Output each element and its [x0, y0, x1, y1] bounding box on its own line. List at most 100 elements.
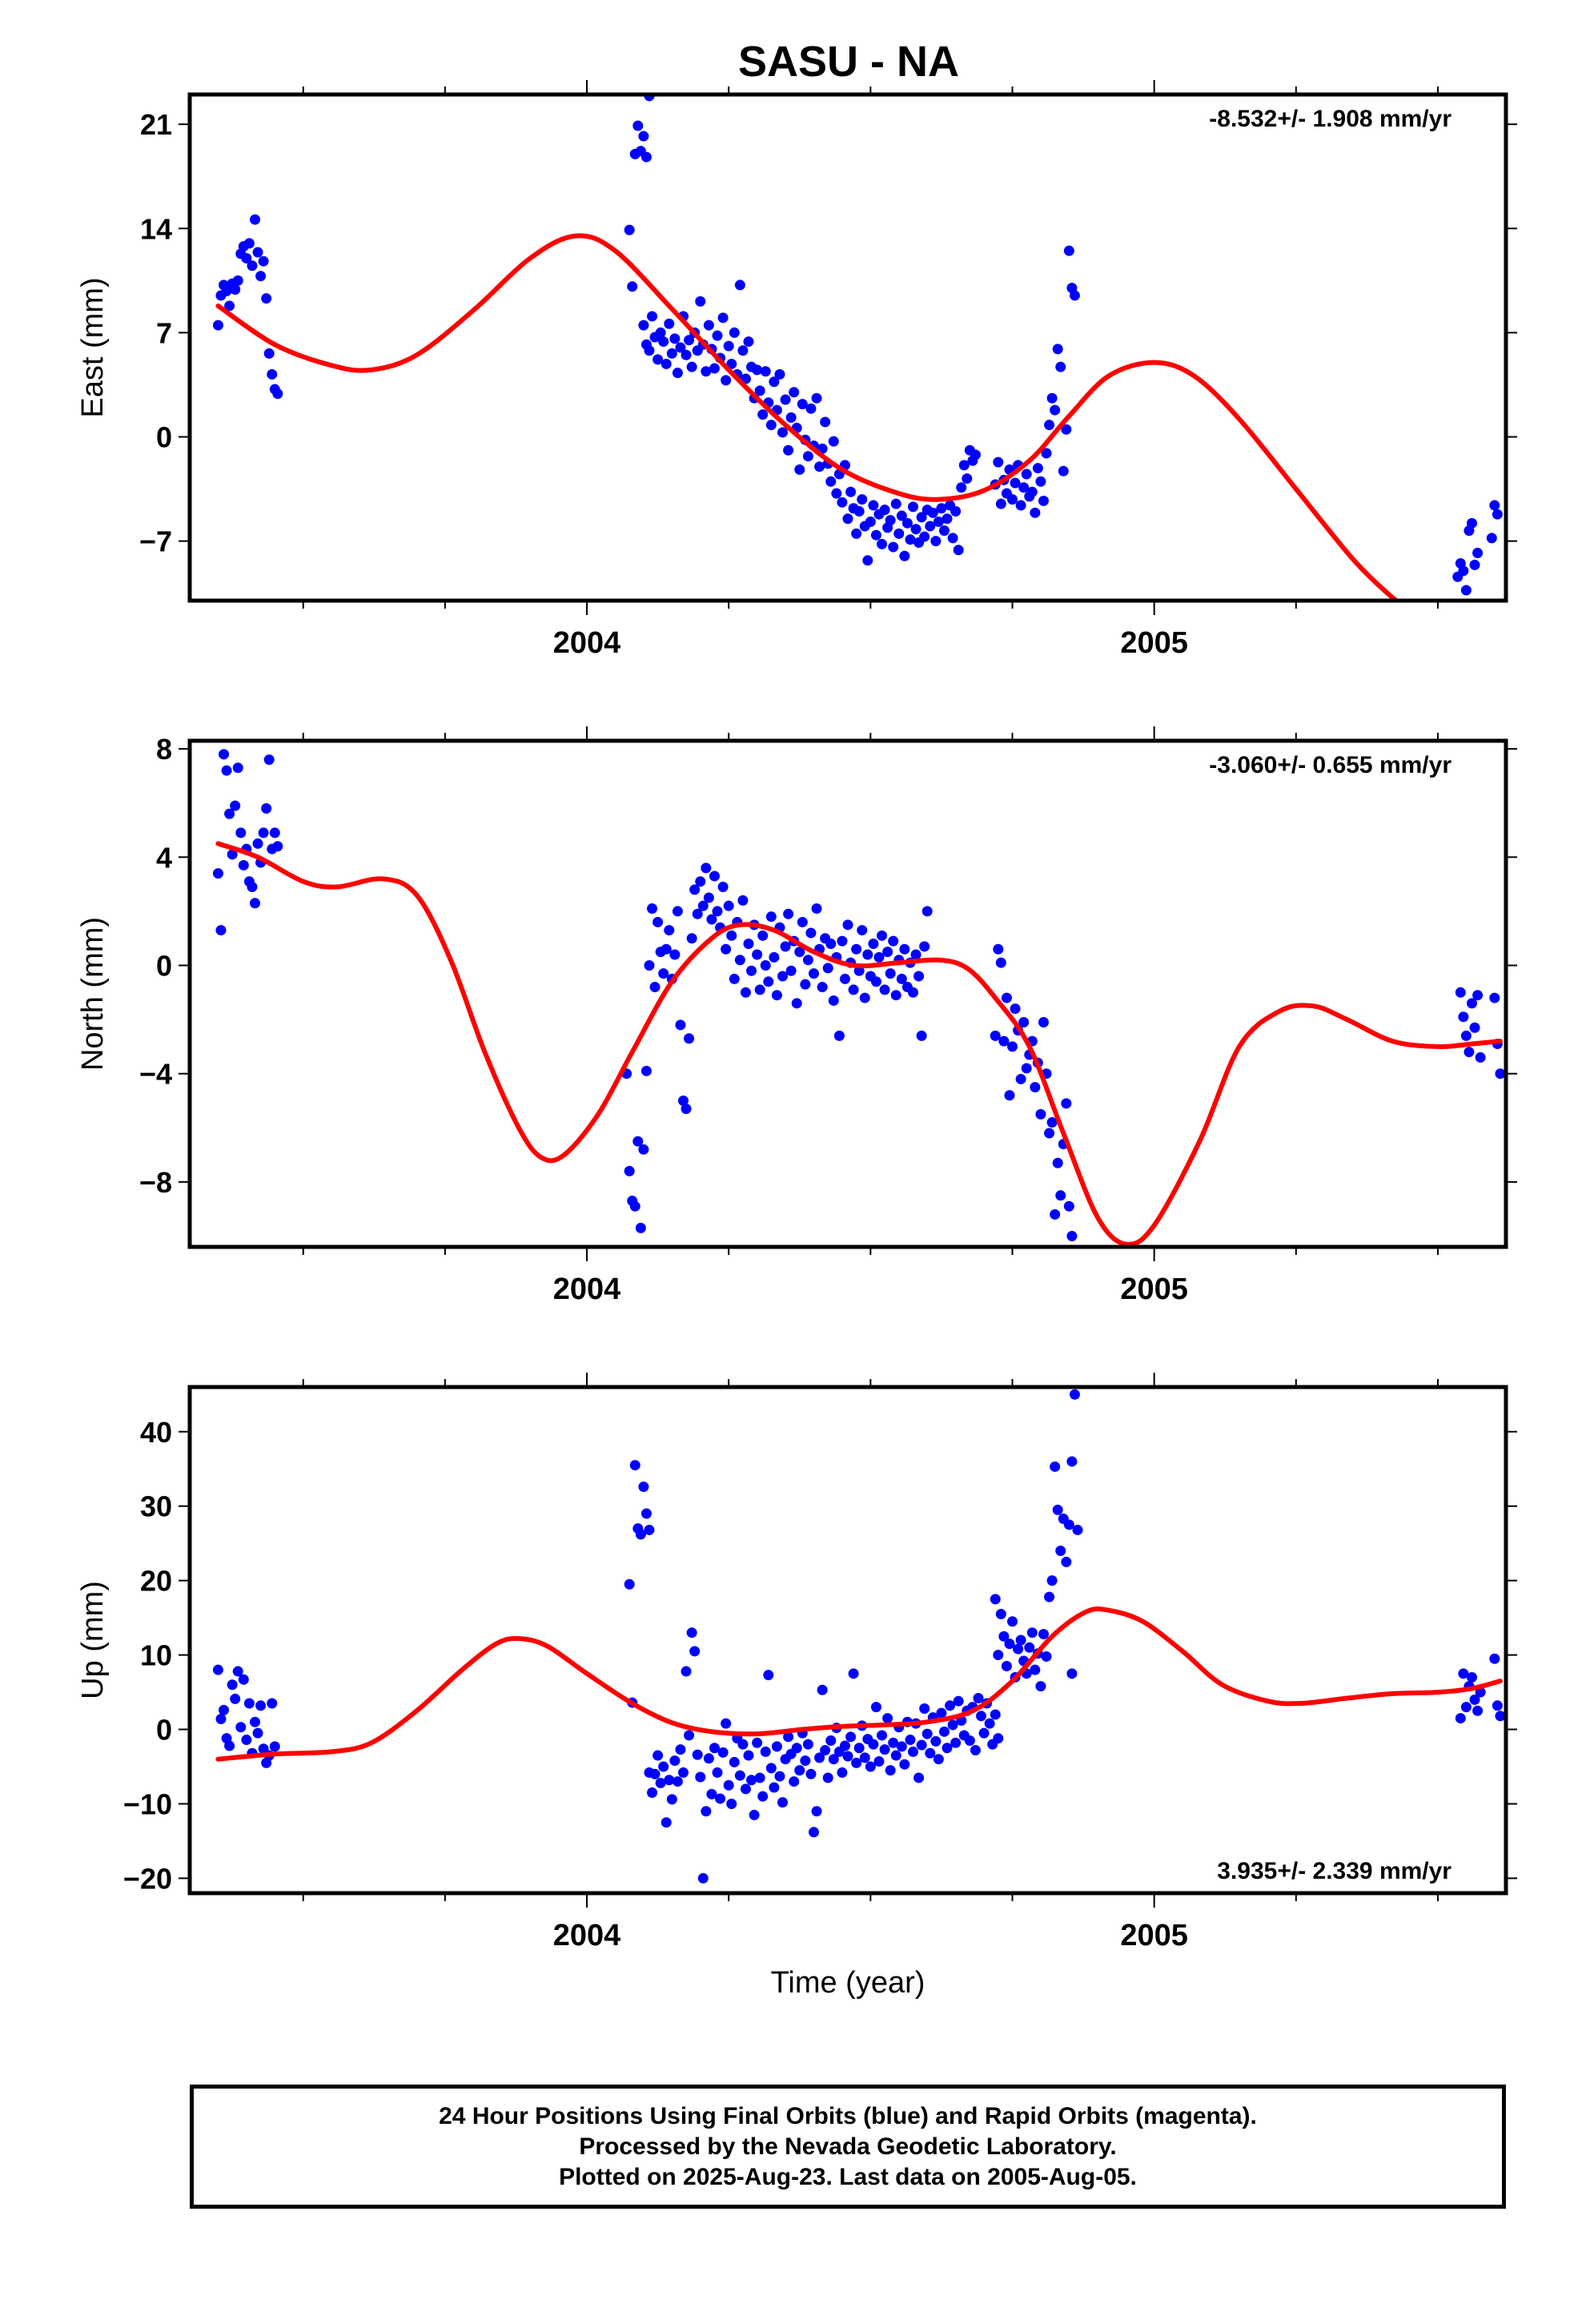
data-point: [669, 1755, 681, 1767]
data-point: [743, 1750, 754, 1761]
rate-annotation: 3.935+/- 2.339 mm/yr: [1217, 1858, 1452, 1884]
data-point: [916, 512, 927, 523]
data-point: [1466, 998, 1477, 1009]
data-point: [890, 1750, 901, 1761]
data-point: [258, 255, 269, 267]
data-point: [837, 1767, 848, 1778]
data-point: [1458, 565, 1469, 577]
data-point: [964, 1735, 975, 1746]
data-point: [1495, 1711, 1506, 1722]
y-axis-label: North (mm): [76, 917, 110, 1071]
data-point: [247, 260, 258, 271]
data-point: [888, 935, 899, 947]
data-point: [252, 1727, 263, 1739]
data-point: [624, 1578, 635, 1590]
data-point: [684, 1730, 695, 1741]
data-point: [635, 1529, 646, 1540]
data-point: [686, 361, 697, 372]
data-point: [910, 949, 921, 960]
data-point: [873, 1755, 885, 1767]
data-point: [785, 965, 797, 976]
data-point: [261, 802, 272, 814]
data-point: [765, 420, 777, 431]
y-tick-label: 21: [140, 108, 172, 141]
data-point: [820, 416, 831, 428]
data-point: [692, 1749, 703, 1760]
data-point: [853, 1743, 865, 1754]
data-point: [263, 754, 275, 766]
data-point: [789, 1776, 800, 1787]
data-point: [1015, 500, 1026, 511]
data-point: [885, 515, 896, 526]
data-point: [678, 1095, 689, 1106]
data-point: [814, 461, 825, 472]
data-point: [859, 992, 870, 1003]
data-point: [845, 1731, 857, 1743]
data-point: [927, 507, 938, 518]
data-point: [1455, 1713, 1466, 1724]
data-point: [783, 908, 794, 919]
data-point: [249, 898, 260, 909]
data-point: [1044, 1128, 1055, 1139]
data-point: [888, 1737, 899, 1748]
data-points: [212, 749, 1506, 1241]
data-point: [822, 963, 833, 974]
data-point: [212, 1664, 223, 1675]
data-point: [230, 284, 241, 296]
data-point: [1492, 1700, 1503, 1711]
data-point: [737, 1739, 749, 1750]
data-point: [901, 517, 913, 529]
data-point: [640, 1065, 652, 1076]
x-tick-label: 2004: [553, 1273, 621, 1306]
data-point: [769, 376, 780, 388]
data-point: [962, 473, 973, 485]
data-point: [1041, 448, 1052, 459]
data-point: [916, 1030, 927, 1041]
data-point: [695, 296, 706, 307]
data-point: [942, 513, 953, 525]
data-point: [709, 363, 720, 374]
data-point: [916, 1739, 927, 1751]
data-point: [993, 943, 1004, 955]
data-point: [224, 1740, 235, 1751]
caption-line-1: 24 Hour Positions Using Final Orbits (bl…: [439, 2102, 1257, 2129]
data-point: [757, 930, 769, 941]
data-point: [1460, 1702, 1472, 1713]
data-point: [1038, 1629, 1049, 1640]
data-point: [235, 827, 247, 838]
data-point: [647, 311, 658, 322]
data-point: [695, 1771, 706, 1783]
data-point: [757, 409, 769, 420]
data-point: [678, 1767, 689, 1778]
data-point: [740, 987, 751, 998]
data-point: [921, 906, 933, 917]
data-point: [1052, 1157, 1063, 1168]
data-point: [712, 906, 723, 917]
y-tick-label: 14: [140, 212, 172, 245]
data-point: [721, 1718, 732, 1729]
data-point: [664, 925, 675, 936]
data-point: [1492, 509, 1503, 520]
data-point: [252, 838, 263, 849]
data-point: [774, 1771, 785, 1782]
fit-curve: [215, 841, 1503, 1247]
data-point: [905, 534, 916, 545]
data-point: [995, 957, 1006, 968]
data-point: [1038, 495, 1049, 506]
data-point: [261, 293, 272, 304]
data-point: [697, 1872, 709, 1884]
data-point: [681, 1666, 692, 1677]
data-point: [1030, 1664, 1041, 1675]
data-point: [1050, 1461, 1061, 1472]
data-point: [1464, 1047, 1475, 1058]
data-point: [664, 318, 675, 329]
data-point: [703, 1753, 714, 1764]
data-point: [221, 285, 232, 296]
data-point: [1018, 1016, 1030, 1027]
data-point: [212, 868, 223, 879]
data-point: [995, 1608, 1006, 1619]
data-point: [752, 1737, 763, 1748]
data-point: [978, 1727, 990, 1739]
y-tick-label: 0: [156, 421, 172, 454]
data-point: [990, 1594, 1001, 1605]
